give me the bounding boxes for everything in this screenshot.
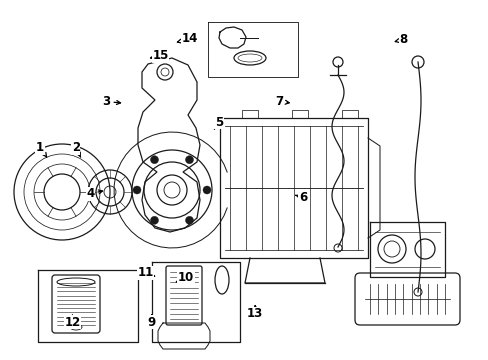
Text: 6: 6 bbox=[295, 191, 306, 204]
Circle shape bbox=[185, 216, 193, 224]
Text: 4: 4 bbox=[86, 187, 102, 200]
Text: 9: 9 bbox=[147, 315, 155, 329]
Circle shape bbox=[203, 186, 210, 194]
Text: 10: 10 bbox=[176, 271, 194, 284]
Text: 7: 7 bbox=[275, 95, 289, 108]
Text: 5: 5 bbox=[214, 116, 223, 129]
Text: 14: 14 bbox=[177, 32, 198, 45]
Text: 1: 1 bbox=[36, 141, 46, 157]
Text: 2: 2 bbox=[72, 141, 81, 157]
Text: 3: 3 bbox=[102, 95, 121, 108]
Text: 12: 12 bbox=[64, 315, 81, 329]
Text: 15: 15 bbox=[150, 49, 168, 62]
Circle shape bbox=[133, 186, 141, 194]
Text: 8: 8 bbox=[394, 33, 407, 46]
Circle shape bbox=[185, 156, 193, 164]
Text: 11: 11 bbox=[137, 266, 154, 279]
Text: 13: 13 bbox=[246, 306, 263, 320]
Circle shape bbox=[150, 216, 158, 224]
Circle shape bbox=[150, 156, 158, 164]
